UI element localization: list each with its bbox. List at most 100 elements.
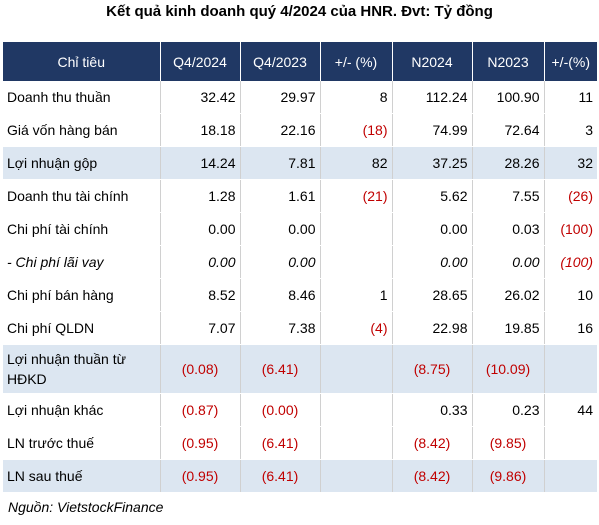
table-cell: (9.85) (472, 426, 545, 460)
table-cell: 5.62 (392, 179, 473, 213)
table-cell: 7.55 (472, 179, 545, 213)
header-row: Chỉ tiêu Q4/2024 Q4/2023 +/- (%) N2024 N… (3, 42, 597, 81)
row-label: Chi phí bán hàng (3, 278, 161, 312)
table-cell: (8.42) (392, 459, 473, 493)
table-cell: 1.28 (160, 179, 241, 213)
table-cell: 82 (320, 146, 393, 180)
table-cell (320, 212, 393, 246)
table-cell: (21) (320, 179, 393, 213)
table-cell: 32.42 (160, 81, 241, 114)
table-cell: 22.16 (240, 113, 321, 147)
table-cell: 7.81 (240, 146, 321, 180)
row-label: Giá vốn hàng bán (3, 113, 161, 147)
header-cell: +/- (%) (320, 42, 393, 81)
row-label: Chi phí tài chính (3, 212, 161, 246)
table-cell: (0.08) (160, 344, 241, 394)
row-label: - Chi phí lãi vay (3, 245, 161, 279)
row-label: Lợi nhuận gộp (3, 146, 161, 180)
header-cell: Q4/2023 (240, 42, 321, 81)
table-cell: 8 (320, 81, 393, 114)
table-cell: 19.85 (472, 311, 545, 345)
table-cell: 44 (544, 393, 597, 427)
table-cell: (6.41) (240, 459, 321, 493)
table-cell: 11 (544, 81, 597, 114)
table-row: Chi phí tài chính 0.00 0.00 0.00 0.03 (1… (3, 212, 597, 246)
table-cell: 0.00 (392, 212, 473, 246)
row-label: Lợi nhuận khác (3, 393, 161, 427)
table-row: Giá vốn hàng bán 18.18 22.16 (18) 74.99 … (3, 113, 597, 147)
table-cell: 0.00 (240, 245, 321, 279)
table-cell: 0.00 (160, 245, 241, 279)
table-cell: 7.38 (240, 311, 321, 345)
table-cell: 16 (544, 311, 597, 345)
table-cell: 10 (544, 278, 597, 312)
row-label: Chi phí QLDN (3, 311, 161, 345)
table-cell: 112.24 (392, 81, 473, 114)
table-cell: 74.99 (392, 113, 473, 147)
financial-results-table: Chỉ tiêu Q4/2024 Q4/2023 +/- (%) N2024 N… (3, 42, 597, 493)
table-cell: (0.95) (160, 459, 241, 493)
table-cell (320, 459, 393, 493)
table-row: Chi phí QLDN 7.07 7.38 (4) 22.98 19.85 1… (3, 311, 597, 345)
table-row: Lợi nhuận gộp 14.24 7.81 82 37.25 28.26 … (3, 146, 597, 180)
table-row: Doanh thu thuần 32.42 29.97 8 112.24 100… (3, 81, 597, 114)
table-cell: 0.00 (160, 212, 241, 246)
table-cell: 1.61 (240, 179, 321, 213)
table-cell: (9.86) (472, 459, 545, 493)
table-cell: 37.25 (392, 146, 473, 180)
table-cell: 100.90 (472, 81, 545, 114)
table-cell (320, 344, 393, 394)
table-row: LN trước thuế (0.95) (6.41) (8.42) (9.85… (3, 426, 597, 460)
table-cell: 0.00 (240, 212, 321, 246)
table-cell: (100) (544, 245, 597, 279)
table-cell (320, 426, 393, 460)
header-cell: Chỉ tiêu (3, 42, 161, 81)
table-row: Lợi nhuận khác (0.87) (0.00) 0.33 0.23 4… (3, 393, 597, 427)
table-cell: (0.95) (160, 426, 241, 460)
table-cell: 72.64 (472, 113, 545, 147)
header-cell: Q4/2024 (160, 42, 241, 81)
table-cell: (8.42) (392, 426, 473, 460)
table-cell: 0.00 (472, 245, 545, 279)
table-cell: 0.00 (392, 245, 473, 279)
table-cell: (26) (544, 179, 597, 213)
table-cell: 28.65 (392, 278, 473, 312)
table-cell: (4) (320, 311, 393, 345)
table-cell: (18) (320, 113, 393, 147)
row-label: Lợi nhuận thuần từ HĐKD (3, 344, 161, 394)
table-cell: (0.87) (160, 393, 241, 427)
row-label: Doanh thu thuần (3, 81, 161, 114)
table-cell: (100) (544, 212, 597, 246)
table-cell: 22.98 (392, 311, 473, 345)
table-cell (544, 344, 597, 394)
table-cell (320, 245, 393, 279)
header-cell: N2023 (472, 42, 545, 81)
table-cell: (8.75) (392, 344, 473, 394)
table-row: - Chi phí lãi vay 0.00 0.00 0.00 0.00 (1… (3, 245, 597, 279)
table-cell: 28.26 (472, 146, 545, 180)
table-cell: 3 (544, 113, 597, 147)
table-cell: 0.33 (392, 393, 473, 427)
table-cell: 8.52 (160, 278, 241, 312)
table-cell: 14.24 (160, 146, 241, 180)
table-cell: 26.02 (472, 278, 545, 312)
table-cell: (0.00) (240, 393, 321, 427)
table-cell: 8.46 (240, 278, 321, 312)
table-row: Chi phí bán hàng 8.52 8.46 1 28.65 26.02… (3, 278, 597, 312)
table-cell: (6.41) (240, 344, 321, 394)
row-label: Doanh thu tài chính (3, 179, 161, 213)
row-label: LN sau thuế (3, 459, 161, 493)
table-cell: 32 (544, 146, 597, 180)
table-cell: 0.03 (472, 212, 545, 246)
table-cell: 29.97 (240, 81, 321, 114)
table-row: Doanh thu tài chính 1.28 1.61 (21) 5.62 … (3, 179, 597, 213)
source-note: Nguồn: VietstockFinance (8, 499, 164, 515)
header-cell: N2024 (392, 42, 473, 81)
table-cell (320, 393, 393, 427)
table-title: Kết quả kinh doanh quý 4/2024 của HNR. Đ… (106, 3, 493, 20)
table-cell (544, 426, 597, 460)
table-cell: (10.09) (472, 344, 545, 394)
table-cell: 0.23 (472, 393, 545, 427)
row-label: LN trước thuế (3, 426, 161, 460)
header-cell: +/-(%) (544, 42, 597, 81)
